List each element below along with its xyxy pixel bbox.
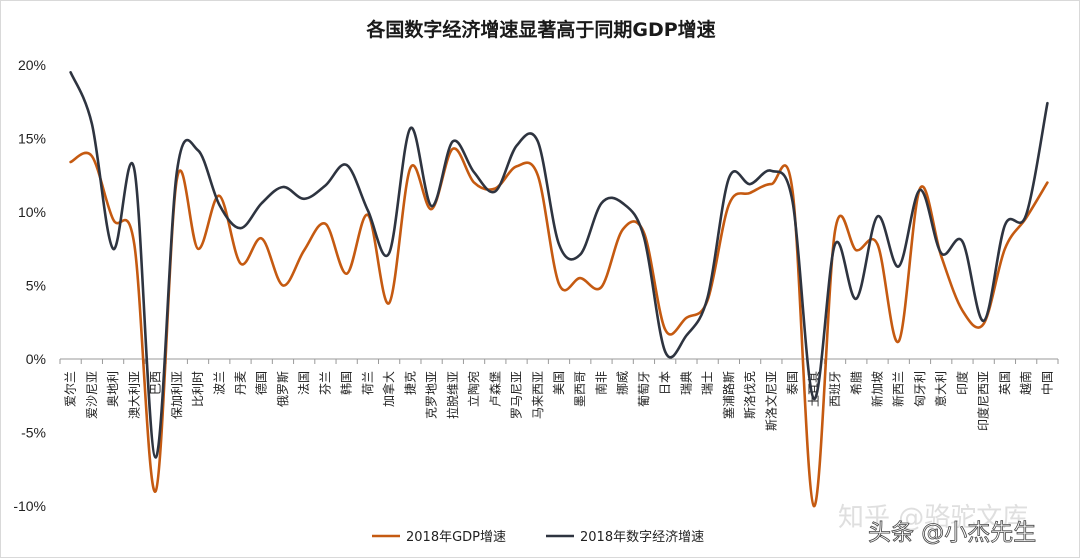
x-tick-label: 芬兰 — [318, 371, 332, 395]
x-tick-label: 爱尔兰 — [63, 371, 78, 407]
x-tick-label: 荷兰 — [361, 371, 375, 395]
x-tick-label: 保加利亚 — [170, 371, 184, 419]
x-tick-label: 巴西 — [149, 371, 163, 395]
x-tick-label: 爱沙尼亚 — [85, 371, 99, 419]
x-tick-label: 新加坡 — [870, 371, 885, 407]
x-tick-label: 挪威 — [616, 371, 630, 395]
x-tick-label: 加拿大 — [381, 371, 396, 407]
x-axis: 爱尔兰 爱沙尼亚 奥地利 澳大利亚 巴西 保加利亚 比利时 波兰 丹麦 德国 俄罗斯 法国 芬兰 韩国 荷兰… — [59, 358, 1059, 431]
watermark-zhihu: 知乎 @骆驼文库 — [838, 503, 1028, 533]
series-layer — [69, 71, 1049, 508]
x-tick-label: 奥地利 — [106, 371, 120, 407]
x-tick-label: 泰国 — [786, 371, 800, 395]
x-tick-label: 捷克 — [403, 371, 417, 395]
chart-title: 各国数字经济增速显著高于同期GDP增速 — [365, 18, 715, 41]
x-tick-label: 德国 — [254, 371, 269, 395]
digital-economy-growth-line — [69, 71, 1049, 459]
x-tick-label: 韩国 — [339, 371, 354, 395]
y-tick-label: 10% — [18, 204, 46, 220]
y-tick-label: 5% — [26, 278, 46, 294]
x-tick-label: 西班牙 — [828, 371, 842, 407]
y-axis: 20% 15% 10% 5% 0% -5% -10% — [13, 57, 46, 514]
x-tick-label: 澳大利亚 — [127, 371, 141, 419]
x-tick-label: 墨西哥 — [573, 371, 587, 407]
x-tick-label: 希腊 — [848, 371, 863, 395]
x-tick-label: 立陶宛 — [466, 371, 481, 407]
x-tick-label: 马来西亚 — [531, 371, 545, 419]
x-tick-label: 斯洛文尼亚 — [763, 371, 778, 431]
x-tick-label: 中国 — [1039, 371, 1054, 395]
x-tick-label: 卢森堡 — [487, 371, 502, 407]
x-tick-label: 拉脱维亚 — [445, 371, 460, 419]
x-tick-label: 克罗地亚 — [425, 371, 439, 419]
x-tick-label: 罗马尼亚 — [510, 371, 524, 419]
x-tick-label: 瑞典 — [679, 371, 693, 395]
legend: 2018年GDP增速 2018年数字经济增速 — [372, 530, 704, 545]
x-tick-label: 瑞士 — [701, 371, 715, 395]
x-tick-label: 法国 — [297, 371, 311, 395]
x-tick-label: 塞浦路斯 — [721, 371, 736, 419]
x-tick-label: 匈牙利 — [913, 371, 927, 407]
gdp-growth-line — [69, 147, 1049, 508]
x-tick-label: 英国 — [998, 371, 1012, 395]
y-tick-label: -5% — [21, 425, 46, 441]
y-tick-label: 15% — [18, 131, 46, 147]
x-tick-label: 葡萄牙 — [637, 371, 651, 407]
y-tick-label: -10% — [13, 498, 46, 514]
x-tick-label: 日本 — [658, 371, 672, 395]
watermarks: 知乎 @骆驼文库 头条 @小杰先生 — [838, 503, 1037, 546]
y-tick-label: 20% — [18, 57, 46, 73]
x-tick-label: 意大利 — [933, 371, 948, 407]
x-tick-label: 丹麦 — [233, 371, 247, 395]
y-tick-label: 0% — [26, 351, 46, 367]
x-tick-label: 斯洛伐克 — [742, 371, 757, 419]
legend-label: 2018年数字经济增速 — [580, 530, 704, 545]
x-tick-label: 比利时 — [191, 371, 205, 407]
x-tick-label: 俄罗斯 — [276, 371, 290, 407]
x-tick-label: 南非 — [593, 371, 608, 395]
x-tick-label: 新西兰 — [891, 371, 906, 407]
x-tick-label: 波兰 — [212, 371, 226, 395]
x-tick-label: 越南 — [1018, 371, 1033, 395]
watermark-toutiao: 头条 @小杰先生 — [868, 520, 1036, 546]
legend-label: 2018年GDP增速 — [406, 530, 506, 545]
x-tick-label: 印度尼西亚 — [976, 371, 991, 431]
x-tick-label: 印度 — [954, 371, 969, 395]
x-tick-label: 美国 — [552, 371, 566, 395]
